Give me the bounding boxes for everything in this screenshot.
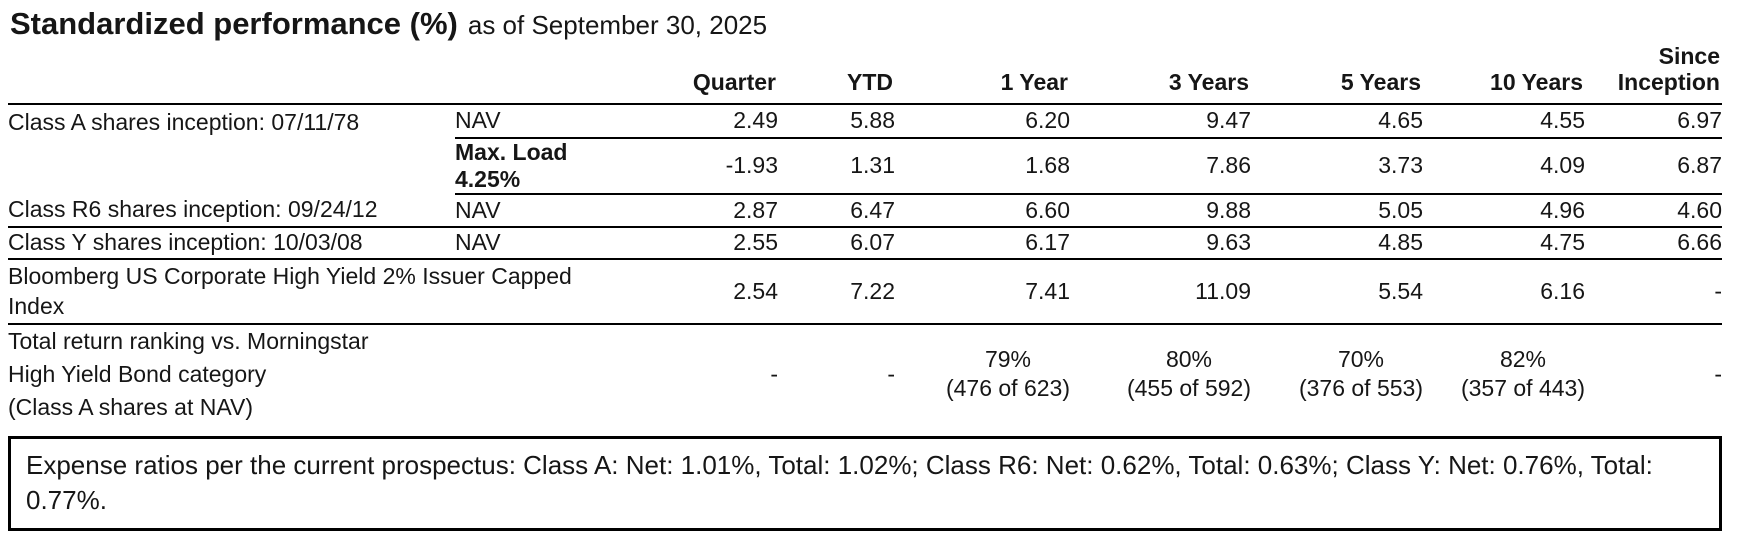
value-cell: 4.65 — [1251, 103, 1423, 139]
value-cell: 1.68 — [895, 137, 1070, 195]
header-blank-sub — [455, 44, 615, 105]
value-cell: - — [887, 360, 895, 387]
performance-table: Quarter YTD 1 Year 3 Years 5 Years 10 Ye… — [8, 44, 1722, 424]
value-cell: 9.47 — [1070, 103, 1251, 139]
class-r6-nav-sublabel: NAV — [455, 193, 615, 228]
ranking-percentile: 80% — [1165, 346, 1212, 372]
value-cell: 4.85 — [1251, 226, 1423, 260]
value-cell: 4.96 — [1423, 193, 1585, 228]
col-header-5-years: 5 Years — [1251, 44, 1423, 105]
col-header-since-inception: Since Inception — [1585, 44, 1722, 105]
value-cell: 11.09 — [1070, 258, 1251, 325]
value-cell: 2.49 — [615, 103, 778, 139]
header-blank-label — [8, 44, 455, 105]
morningstar-ranking-label: Total return ranking vs. Morningstar Hig… — [8, 324, 615, 424]
col-header-3-years: 3 Years — [1070, 44, 1251, 105]
ranking-cell-10-years: 82% (357 of 443) — [1423, 324, 1585, 424]
row-class-r6-nav: Class R6 shares inception: 09/24/12 NAV … — [8, 193, 1722, 228]
ranking-percentile: 79% — [984, 346, 1031, 372]
benchmark-label-line-2: Index — [8, 293, 65, 319]
value-cell: 6.47 — [778, 193, 895, 228]
value-cell: 7.22 — [778, 258, 895, 325]
row-morningstar-ranking: Total return ranking vs. Morningstar Hig… — [8, 324, 1722, 424]
ranking-label-line-3: (Class A shares at NAV) — [8, 393, 253, 420]
class-y-label: Class Y shares inception: 10/03/08 — [8, 226, 455, 260]
class-a-label: Class A shares inception: 07/11/78 — [8, 108, 360, 135]
row-benchmark-index: Bloomberg US Corporate High Yield 2% Iss… — [8, 258, 1722, 325]
value-cell: 5.54 — [1251, 258, 1423, 325]
value-cell: 6.20 — [895, 103, 1070, 139]
ranking-count: (476 of 623) — [945, 375, 1070, 401]
page-title: Standardized performance (%) as of Septem… — [0, 0, 1738, 42]
row-class-a-nav: Class A shares inception: 07/11/78 NAV 2… — [8, 103, 1722, 139]
ranking-cell-3-years: 80% (455 of 592) — [1070, 324, 1251, 424]
value-cell: 5.88 — [778, 103, 895, 139]
row-class-y-nav: Class Y shares inception: 10/03/08 NAV 2… — [8, 226, 1722, 260]
value-cell: 4.55 — [1423, 103, 1585, 139]
header-row: Quarter YTD 1 Year 3 Years 5 Years 10 Ye… — [8, 44, 1722, 105]
class-r6-label: Class R6 shares inception: 09/24/12 — [8, 193, 455, 228]
title-text: Standardized performance (%) — [10, 6, 458, 41]
ranking-count: (376 of 553) — [1298, 375, 1423, 401]
ranking-label-line-1: Total return ranking vs. Morningstar — [8, 327, 369, 354]
value-cell: -1.93 — [615, 137, 778, 195]
benchmark-label-line-1: Bloomberg US Corporate High Yield 2% Iss… — [8, 263, 572, 289]
value-cell: - — [1585, 258, 1722, 325]
ranking-percentile: 82% — [1499, 346, 1546, 372]
ranking-percentile: 70% — [1337, 346, 1384, 372]
ranking-cell-5-years: 70% (376 of 553) — [1251, 324, 1423, 424]
value-cell: 5.05 — [1251, 193, 1423, 228]
expense-ratio-footnote-box: Expense ratios per the current prospectu… — [8, 436, 1722, 532]
ranking-label-line-2: High Yield Bond category — [8, 360, 267, 387]
value-cell: 1.31 — [778, 137, 895, 195]
value-cell: 6.16 — [1423, 258, 1585, 325]
ranking-cell-1-year: 79% (476 of 623) — [895, 324, 1070, 424]
value-cell: 4.60 — [1585, 193, 1722, 228]
class-y-nav-sublabel: NAV — [455, 226, 615, 260]
class-a-nav-sublabel: NAV — [455, 103, 615, 139]
expense-ratio-text: Expense ratios per the current prospectu… — [26, 450, 1653, 515]
value-cell: 6.97 — [1585, 103, 1722, 139]
value-cell: 6.87 — [1585, 137, 1722, 195]
value-cell: 3.73 — [1251, 137, 1423, 195]
value-cell: - — [1714, 360, 1722, 387]
value-cell: 6.60 — [895, 193, 1070, 228]
col-header-1-year: 1 Year — [895, 44, 1070, 105]
value-cell: 6.07 — [778, 226, 895, 260]
value-cell: 2.87 — [615, 193, 778, 228]
col-header-10-years: 10 Years — [1423, 44, 1585, 105]
value-cell: 2.55 — [615, 226, 778, 260]
value-cell: 9.63 — [1070, 226, 1251, 260]
value-cell: 4.09 — [1423, 137, 1585, 195]
value-cell: 2.54 — [615, 258, 778, 325]
benchmark-index-label: Bloomberg US Corporate High Yield 2% Iss… — [8, 258, 615, 325]
col-header-ytd: YTD — [778, 44, 895, 105]
row-class-a-max-load: Max. Load 4.25% -1.93 1.31 1.68 7.86 3.7… — [8, 137, 1722, 195]
value-cell: 4.75 — [1423, 226, 1585, 260]
class-a-max-load-sublabel: Max. Load 4.25% — [455, 137, 615, 195]
value-cell: 7.41 — [895, 258, 1070, 325]
value-cell: 9.88 — [1070, 193, 1251, 228]
title-as-of-date: as of September 30, 2025 — [467, 10, 768, 40]
ranking-count: (357 of 443) — [1460, 375, 1585, 401]
ranking-count: (455 of 592) — [1126, 375, 1251, 401]
value-cell: 6.66 — [1585, 226, 1722, 260]
value-cell: 7.86 — [1070, 137, 1251, 195]
value-cell: 6.17 — [895, 226, 1070, 260]
col-header-quarter: Quarter — [615, 44, 778, 105]
value-cell: - — [770, 360, 778, 387]
